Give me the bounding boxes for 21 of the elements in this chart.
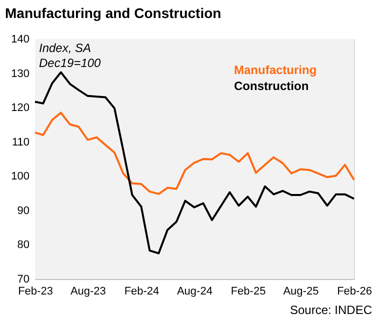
y-tick-label: 130 (11, 68, 30, 80)
y-tick-label: 90 (17, 204, 30, 217)
x-tick-label: Aug-23 (70, 286, 106, 298)
line-series (34, 112, 355, 195)
x-tick-label: Aug-25 (283, 286, 319, 298)
annotation: Index, SA Dec19=100 (39, 41, 102, 70)
x-tick-label: Feb-23 (18, 286, 53, 298)
y-tick-label: 140 (11, 34, 30, 46)
text: Construction (234, 79, 309, 93)
y-tick-label: 100 (11, 170, 30, 183)
y-tick-label: 110 (12, 136, 30, 148)
source-note: Source: INDEC (290, 303, 372, 317)
y-tick-label: 80 (17, 239, 30, 252)
chart-title: Manufacturing and Construction (5, 5, 222, 21)
x-tick-label: Feb-24 (124, 286, 160, 298)
y-tick-label: 70 (17, 274, 30, 286)
text: Manufacturing (234, 63, 317, 77)
x-tick-label: Feb-25 (230, 286, 266, 298)
x-tick-label: Feb-26 (337, 286, 372, 298)
y-tick-label: 120 (11, 102, 30, 114)
x-tick-label: Aug-24 (176, 286, 212, 298)
